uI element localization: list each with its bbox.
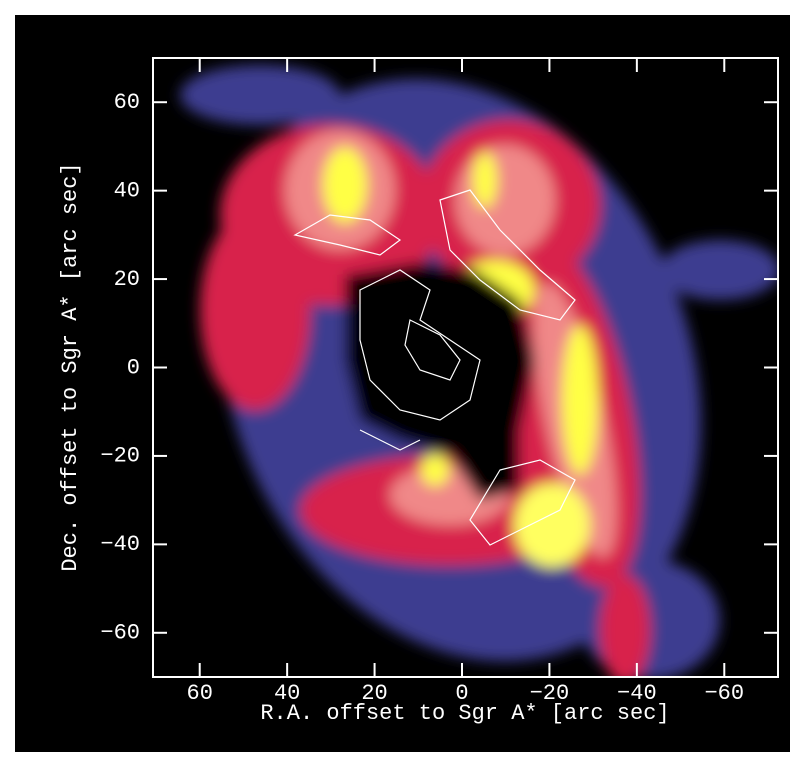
x-tick-label: −60 xyxy=(704,681,744,706)
x-tick-label: 0 xyxy=(455,681,468,706)
y-tick-label: 20 xyxy=(114,267,140,292)
x-tick-label: −40 xyxy=(617,681,657,706)
y-tick-label: 60 xyxy=(114,90,140,115)
x-tick-label: 40 xyxy=(274,681,300,706)
y-tick-label: 0 xyxy=(127,355,140,380)
y-axis-label: Dec. offset to Sgr A* [arc sec] xyxy=(58,162,83,571)
y-tick-label: −20 xyxy=(100,444,140,469)
x-tick-label: −20 xyxy=(530,681,570,706)
chart: R.A. offset to Sgr A* [arc sec] Dec. off… xyxy=(0,0,805,767)
y-tick-label: −60 xyxy=(100,621,140,646)
x-tick-label: 60 xyxy=(187,681,213,706)
x-tick-label: 20 xyxy=(361,681,387,706)
y-tick-label: 40 xyxy=(114,178,140,203)
y-tick-label: −40 xyxy=(100,532,140,557)
